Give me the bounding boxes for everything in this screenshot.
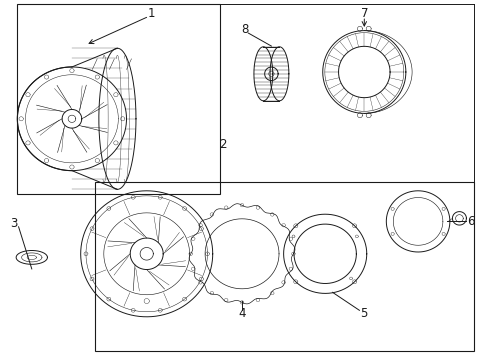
Bar <box>17 4 220 194</box>
Text: 3: 3 <box>10 217 18 230</box>
Text: 1: 1 <box>147 7 155 20</box>
Text: 5: 5 <box>360 307 367 320</box>
Text: 2: 2 <box>218 138 226 150</box>
Text: 4: 4 <box>238 307 245 320</box>
Text: 6: 6 <box>466 215 473 228</box>
Text: 7: 7 <box>360 7 367 20</box>
Bar <box>95 182 473 351</box>
Text: 8: 8 <box>240 23 248 36</box>
